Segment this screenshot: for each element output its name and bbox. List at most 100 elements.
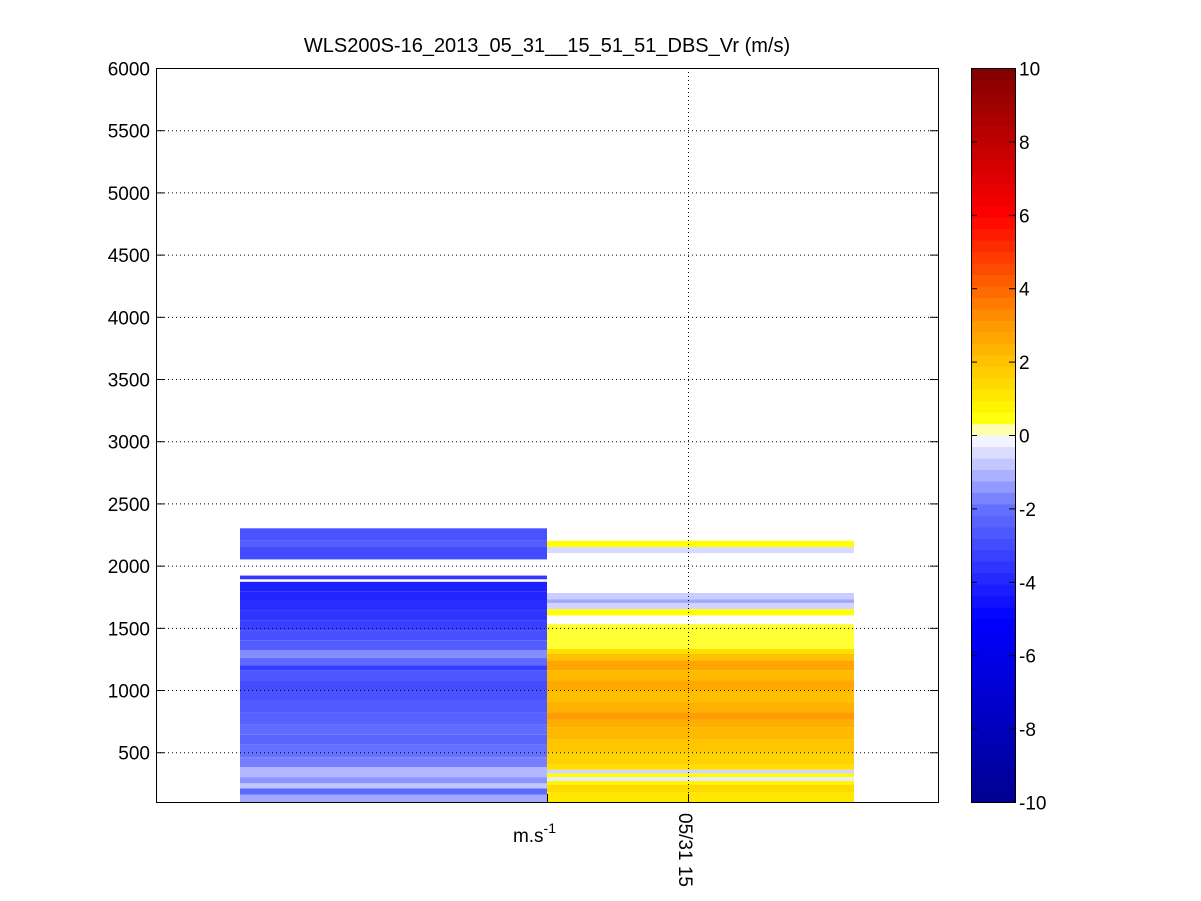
colorbar-swatch-59: [971, 113, 1015, 126]
cell-left-10: [240, 699, 547, 713]
cell-left-23: [240, 581, 547, 592]
colorbar-swatch-51: [971, 205, 1015, 218]
cell-right-3: [547, 777, 854, 781]
cell-left-16: [240, 650, 547, 658]
y-tick-label-1: 1000: [108, 682, 150, 703]
colorbar-swatch-25: [971, 503, 1015, 516]
cell-right-17: [547, 653, 854, 661]
colorbar-tick-label-7: -4: [1019, 573, 1036, 594]
y-tick-label-5: 3000: [108, 433, 150, 454]
colorbar-swatch-26: [971, 492, 1015, 505]
colorbar-swatch-14: [971, 629, 1015, 643]
cell-left-26: [240, 540, 547, 547]
y-tick-label-3: 2000: [108, 557, 150, 578]
colorbar-swatch-0: [971, 790, 1015, 803]
x-tick-label-0-superscript: -1: [544, 820, 557, 836]
y-tick-label-10: 5500: [108, 122, 150, 143]
cell-right-21: [547, 602, 854, 610]
cell-right-0: [547, 792, 854, 802]
colorbar-swatch-46: [971, 262, 1015, 276]
cell-right-16: [547, 660, 854, 671]
y-tick-label-6: 3500: [108, 371, 150, 392]
colorbar-swatch-62: [971, 79, 1015, 92]
colorbar-tick-label-4: 2: [1019, 353, 1030, 374]
colorbar-swatch-33: [971, 412, 1015, 425]
y-tick-label-9: 5000: [108, 184, 150, 205]
cell-left-24: [240, 575, 547, 580]
colorbar-swatch-45: [971, 274, 1015, 287]
y-tick-label-4: 2500: [108, 495, 150, 516]
colorbar-swatch-7: [971, 710, 1015, 723]
chart-title: WLS200S-16_2013_05_31__15_51_51_DBS_Vr (…: [304, 35, 790, 57]
cell-right-14: [547, 680, 854, 691]
cell-right-1: [547, 784, 854, 793]
y-tick-label-11: 6000: [108, 60, 150, 81]
colorbar-swatch-12: [971, 652, 1015, 665]
colorbar-swatch-18: [971, 584, 1015, 597]
colorbar-swatch-22: [971, 538, 1015, 551]
colorbar-swatch-19: [971, 572, 1015, 585]
cell-left-15: [240, 657, 547, 666]
cell-right-20: [547, 609, 854, 616]
cell-left-1: [240, 788, 547, 795]
cell-left-7: [240, 734, 547, 745]
cell-right-10: [547, 719, 854, 728]
colorbar-tick-label-1: 8: [1019, 133, 1030, 154]
cell-right-18: [547, 648, 854, 654]
colorbar-swatch-50: [971, 217, 1015, 230]
colorbar-swatch-15: [971, 618, 1015, 631]
colorbar-swatch-8: [971, 698, 1015, 711]
cell-right-15: [547, 670, 854, 681]
colorbar-swatch-42: [971, 308, 1015, 321]
colorbar-swatch-38: [971, 354, 1015, 367]
cell-right-5: [547, 769, 854, 774]
colorbar-swatch-57: [971, 136, 1015, 149]
colorbar-swatch-39: [971, 343, 1015, 356]
colorbar-swatch-37: [971, 366, 1015, 379]
cell-right-4: [547, 773, 854, 778]
axes-box: [156, 68, 939, 803]
x-tick-label-0-base: m.s: [513, 826, 544, 847]
colorbar-swatch-48: [971, 240, 1015, 253]
colorbar-swatch-58: [971, 125, 1015, 138]
colorbar-tick-label-2: 6: [1019, 206, 1030, 227]
colorbar-swatch-52: [971, 194, 1015, 207]
cell-right-13: [547, 690, 854, 703]
colorbar-swatch-11: [971, 664, 1015, 677]
colorbar-swatch-34: [971, 400, 1015, 413]
cell-left-5: [240, 757, 547, 768]
colorbar-swatch-3: [971, 756, 1015, 769]
y-tick-label-0: 500: [118, 744, 150, 765]
colorbar-tick-label-8: -6: [1019, 647, 1036, 668]
cell-right-24: [547, 546, 854, 554]
colorbar-swatch-27: [971, 480, 1015, 493]
cell-left-9: [240, 712, 547, 725]
cell-left-8: [240, 724, 547, 735]
colorbar-swatch-10: [971, 675, 1015, 688]
colorbar-swatch-55: [971, 159, 1015, 172]
colorbar-tick-label-5: 0: [1019, 427, 1030, 448]
cell-left-19: [240, 620, 547, 631]
plot-area: 500 1000 1500 2000 2500 3000 3500 4000 4500 5000 5…: [108, 60, 939, 887]
cell-left-12: [240, 680, 547, 691]
colorbar-swatch-41: [971, 320, 1015, 333]
cell-left-11: [240, 690, 547, 700]
cell-left-0: [240, 794, 547, 802]
cell-left-22: [240, 591, 547, 601]
cell-right-11: [547, 712, 854, 720]
colorbar-swatch-1: [971, 779, 1015, 792]
y-tick-label-8: 4500: [108, 246, 150, 267]
cell-right-12: [547, 702, 854, 713]
y-tick-label-2: 1500: [108, 619, 150, 640]
cell-left-27: [240, 528, 547, 541]
cell-right-6: [547, 764, 854, 770]
cell-right-9: [547, 727, 854, 740]
cell-left-25: [240, 546, 547, 560]
colorbar-swatch-17: [971, 595, 1015, 608]
colorbar-swatch-47: [971, 251, 1015, 264]
cell-left-4: [240, 767, 547, 778]
colorbar-swatch-2: [971, 767, 1015, 780]
cell-left-18: [240, 630, 547, 641]
colorbar-swatch-5: [971, 733, 1015, 746]
